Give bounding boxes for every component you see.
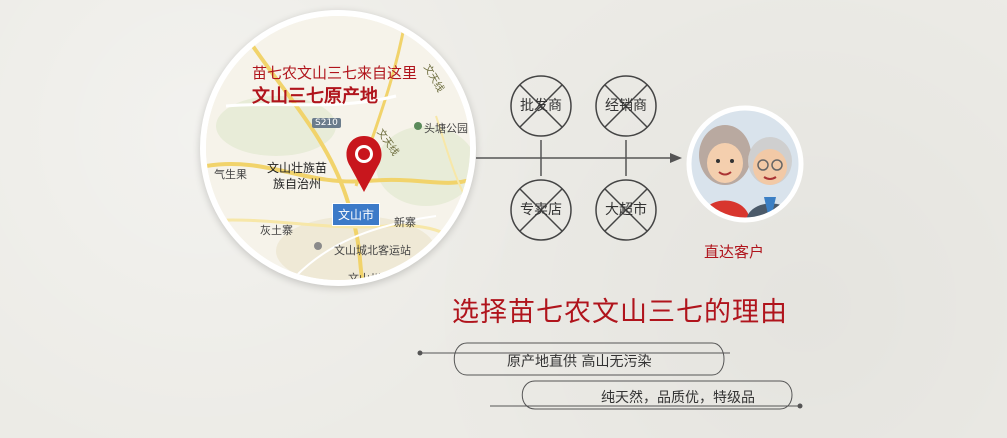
park-icon [414, 122, 422, 130]
origin-map: 苗七农文山三七来自这里 文山三七原产地 S210 头塘公园 气生果 文山壮族苗族… [200, 10, 476, 286]
map-title-line1: 苗七农文山三七来自这里 [252, 64, 418, 82]
city-marker: 文山市 [332, 203, 381, 226]
map-label-xinzhai: 新寨 [394, 216, 416, 229]
crossed-circle-icon [510, 75, 572, 137]
map-roads [206, 16, 470, 280]
museum-icon [418, 270, 426, 278]
reason-2: 纯天然，品质优，特级品 [601, 390, 755, 406]
channel-label: 大超市 [605, 202, 647, 218]
map-label-museum: 文山州博物馆 [348, 272, 414, 285]
map-title-line2: 文山三七原产地 [252, 86, 378, 107]
map-label-huitu: 灰土寨 [260, 224, 293, 237]
crossed-circle-icon [595, 179, 657, 241]
elderly-couple-illustration [686, 105, 804, 223]
bus-station-icon [314, 242, 322, 250]
channel-distributor: 经销商 [594, 74, 658, 138]
channel-label: 经销商 [605, 98, 647, 114]
customer-avatar [680, 105, 810, 223]
channel-label: 专卖店 [520, 202, 562, 218]
channel-specialty-store: 专卖店 [509, 178, 573, 242]
crossed-circle-icon [510, 179, 572, 241]
road-sign: S210 [312, 118, 341, 128]
reason-1: 原产地直供 高山无污染 [507, 354, 652, 370]
customer-label: 直达客户 [704, 243, 765, 261]
county-name: 文山壮族苗族自治州 [266, 161, 327, 191]
map-label-toutang: 头塘公园 [424, 122, 468, 135]
channel-wholesaler: 批发商 [509, 74, 573, 138]
channel-label: 批发商 [520, 98, 562, 114]
arrow-head-icon [670, 153, 682, 163]
crossed-circle-icon [595, 75, 657, 137]
map-label-station: 文山城北客运站 [334, 244, 411, 257]
location-pin-icon [346, 136, 382, 192]
channel-supermarket: 大超市 [594, 178, 658, 242]
section-heading: 选择苗七农文山三七的理由 [452, 297, 788, 328]
map-label-qishengguo: 气生果 [214, 168, 247, 181]
